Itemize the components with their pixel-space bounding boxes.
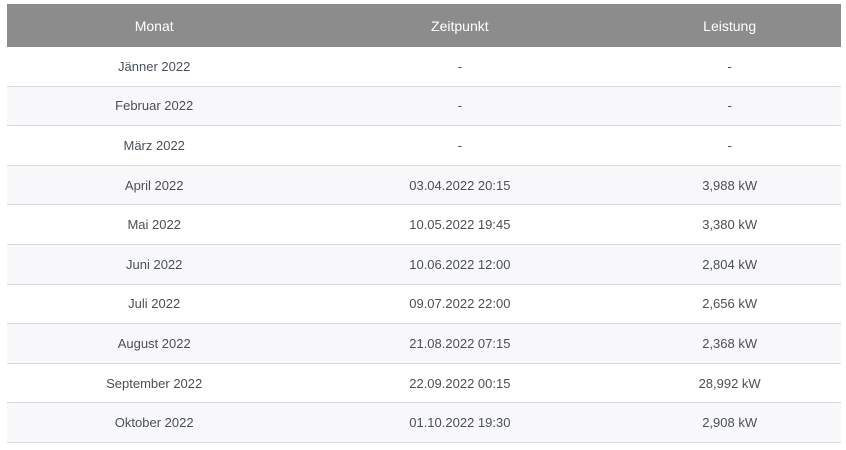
- monat-cell: Juni 2022: [7, 244, 302, 285]
- leistung-cell: 3,988 kW: [618, 165, 841, 206]
- zeitpunkt-cell: 10.05.2022 19:45: [301, 204, 619, 245]
- leistung-cell: 2,656 kW: [618, 284, 841, 325]
- table-row: Mai 2022 10.05.2022 19:45 3,380 kW: [7, 204, 841, 245]
- monat-cell: April 2022: [7, 165, 302, 206]
- zeitpunkt-cell: 09.07.2022 22:00: [301, 284, 619, 325]
- table-row: April 2022 03.04.2022 20:15 3,988 kW: [7, 165, 841, 206]
- monat-cell: Oktober 2022: [7, 402, 302, 443]
- table-row: Juli 2022 09.07.2022 22:00 2,656 kW: [7, 284, 841, 325]
- zeitpunkt-cell: 03.04.2022 20:15: [301, 165, 619, 206]
- leistung-cell: 2,908 kW: [618, 402, 841, 443]
- zeitpunkt-cell: -: [301, 47, 619, 87]
- monat-cell: Mai 2022: [7, 204, 302, 245]
- leistung-cell: -: [618, 86, 841, 127]
- monat-cell: August 2022: [7, 323, 302, 364]
- monat-cell: September 2022: [7, 363, 302, 404]
- table-body: Jänner 2022 - - Februar 2022 - - März 20…: [7, 47, 841, 443]
- table-row: Jänner 2022 - -: [7, 47, 841, 87]
- monat-cell: Jänner 2022: [7, 47, 302, 87]
- zeitpunkt-cell: 10.06.2022 12:00: [301, 244, 619, 285]
- monat-cell: Juli 2022: [7, 284, 302, 325]
- monat-cell: Februar 2022: [7, 86, 302, 127]
- zeitpunkt-cell: 21.08.2022 07:15: [301, 323, 619, 364]
- column-header-leistung: Leistung: [618, 4, 841, 47]
- leistung-cell: 3,380 kW: [618, 204, 841, 245]
- leistung-cell: -: [618, 125, 841, 166]
- leistung-cell: 2,368 kW: [618, 323, 841, 364]
- leistung-cell: 2,804 kW: [618, 244, 841, 285]
- zeitpunkt-cell: -: [301, 125, 619, 166]
- table-row: September 2022 22.09.2022 00:15 28,992 k…: [7, 363, 841, 404]
- monthly-power-table: Monat Zeitpunkt Leistung Jänner 2022 - -…: [7, 4, 841, 443]
- zeitpunkt-cell: -: [301, 86, 619, 127]
- leistung-cell: 28,992 kW: [618, 363, 841, 404]
- table-row: März 2022 - -: [7, 125, 841, 166]
- data-table: Monat Zeitpunkt Leistung Jänner 2022 - -…: [7, 4, 841, 443]
- zeitpunkt-cell: 22.09.2022 00:15: [301, 363, 619, 404]
- column-header-zeitpunkt: Zeitpunkt: [301, 4, 619, 47]
- table-header-row: Monat Zeitpunkt Leistung: [7, 4, 841, 47]
- table-row: Juni 2022 10.06.2022 12:00 2,804 kW: [7, 244, 841, 285]
- monat-cell: März 2022: [7, 125, 302, 166]
- zeitpunkt-cell: 01.10.2022 19:30: [301, 402, 619, 443]
- column-header-monat: Monat: [7, 4, 302, 47]
- table-row: Februar 2022 - -: [7, 86, 841, 127]
- table-row: Oktober 2022 01.10.2022 19:30 2,908 kW: [7, 402, 841, 443]
- leistung-cell: -: [618, 47, 841, 87]
- table-row: August 2022 21.08.2022 07:15 2,368 kW: [7, 323, 841, 364]
